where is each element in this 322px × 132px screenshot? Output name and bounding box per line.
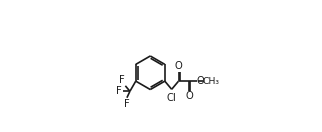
Text: F: F	[119, 75, 125, 85]
Text: O: O	[185, 91, 193, 101]
Text: O: O	[197, 76, 205, 86]
Text: Cl: Cl	[166, 93, 176, 103]
Text: CH₃: CH₃	[203, 77, 220, 86]
Text: F: F	[124, 98, 130, 109]
Text: O: O	[175, 61, 182, 71]
Text: F: F	[116, 86, 122, 96]
